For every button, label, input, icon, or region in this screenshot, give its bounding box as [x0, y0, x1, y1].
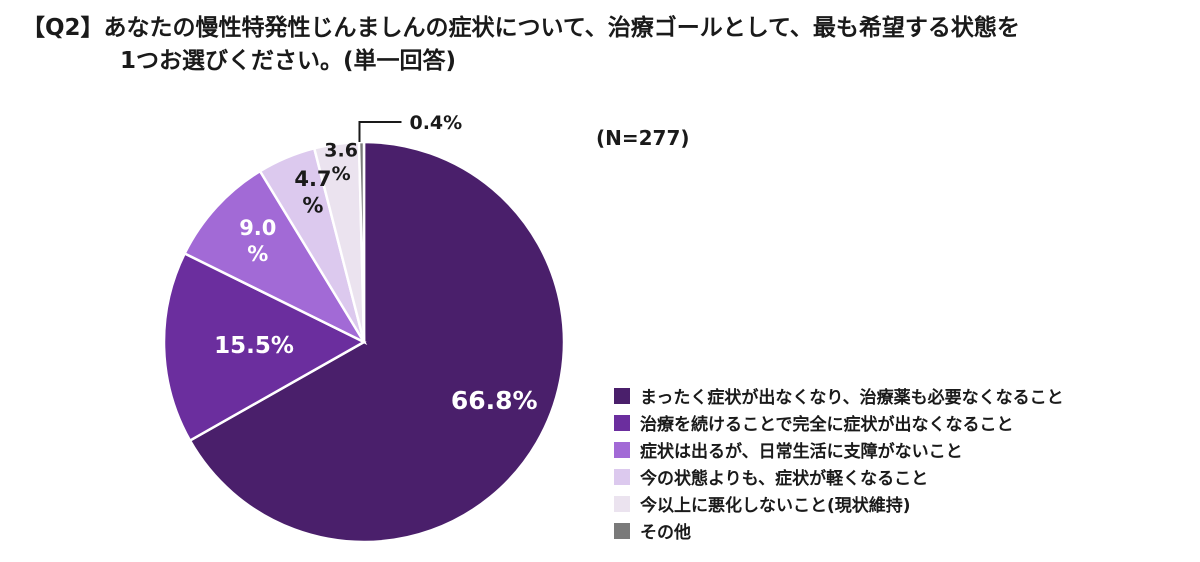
- sample-size-label: (N=277): [596, 126, 690, 150]
- leader-line-6: [358, 121, 402, 143]
- legend-swatch-5: [614, 495, 630, 512]
- pie-slice-1: [188, 140, 566, 544]
- legend-swatch-6: [614, 522, 630, 539]
- data-label-6: 0.4%: [409, 112, 462, 134]
- pie-slice-3: [182, 169, 368, 346]
- legend-item-5: 今以上に悪化しないこと(現状維持): [614, 490, 1064, 517]
- data-label-5: 3.6%: [324, 139, 358, 185]
- legend-item-3: 症状は出るが、日常生活に支障がないこと: [614, 436, 1064, 463]
- data-label-4: 4.7%: [294, 167, 331, 217]
- chart-title: 【Q2】あなたの慢性特発性じんましんの症状について、治療ゴールとして、最も希望す…: [22, 12, 1182, 78]
- legend: まったく症状が出なくなり、治療薬も必要なくなること 治療を続けることで完全に症状が…: [614, 382, 1064, 544]
- pie-data-labels: 66.8% 15.5% 9.0 % 4.7 %3.6 % 0.4%: [214, 112, 537, 415]
- legend-label-3: 症状は出るが、日常生活に支障がないこと: [640, 442, 963, 462]
- pie-slice-2: [162, 251, 367, 443]
- legend-item-2: 治療を続けることで完全に症状が出なくなること: [614, 409, 1064, 436]
- legend-swatch-4: [614, 468, 630, 485]
- data-label-2: 15.5%: [214, 333, 294, 359]
- legend-swatch-1: [614, 387, 630, 404]
- legend-label-5: 今以上に悪化しないこと(現状維持): [640, 496, 911, 516]
- legend-label-6: その他: [640, 523, 691, 543]
- title-line-2: 1つお選びください。(単一回答): [120, 48, 457, 74]
- pie-slice-6: [357, 140, 366, 343]
- legend-swatch-3: [614, 441, 630, 458]
- pie-slices: [162, 140, 566, 544]
- legend-item-4: 今の状態よりも、症状が軽くなること: [614, 463, 1064, 490]
- legend-item-1: まったく症状が出なくなり、治療薬も必要なくなること: [614, 382, 1064, 409]
- data-label-1: 66.8%: [451, 386, 538, 415]
- title-line-1: 【Q2】あなたの慢性特発性じんましんの症状について、治療ゴールとして、最も希望す…: [22, 15, 1020, 41]
- legend-item-6: その他: [614, 517, 1064, 544]
- legend-label-1: まったく症状が出なくなり、治療薬も必要なくなること: [640, 388, 1064, 408]
- legend-label-2: 治療を続けることで完全に症状が出なくなること: [640, 415, 1014, 435]
- data-label-3: 9.0%: [239, 216, 276, 266]
- legend-swatch-2: [614, 414, 630, 431]
- legend-label-4: 今の状態よりも、症状が軽くなること: [640, 469, 929, 489]
